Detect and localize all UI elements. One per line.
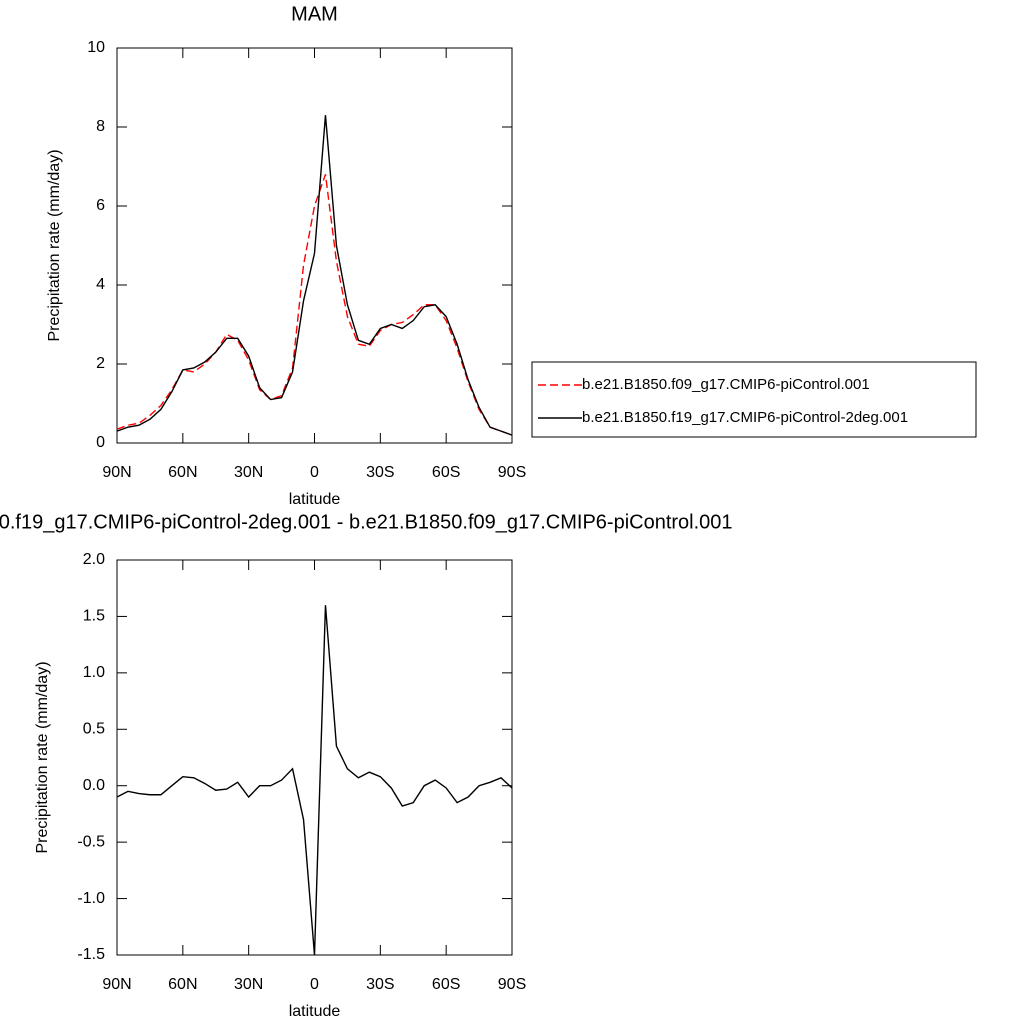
y-tick-label: 1.0 bbox=[83, 664, 105, 681]
y-tick-label: 6 bbox=[96, 197, 105, 214]
legend-label: b.e21.B1850.f09_g17.CMIP6-piControl.001 bbox=[582, 376, 870, 393]
legend-box bbox=[531, 361, 977, 438]
plot-frame bbox=[116, 559, 513, 956]
x-tick-label: 90S bbox=[498, 976, 526, 993]
y-axis-label: Precipitation rate (mm/day) bbox=[34, 661, 51, 853]
x-tick-label: 30N bbox=[234, 976, 263, 993]
data-line bbox=[116, 115, 513, 436]
x-tick-label: 30N bbox=[234, 464, 263, 481]
y-tick-label: 10 bbox=[87, 39, 105, 56]
y-tick-label: 0.0 bbox=[83, 777, 105, 794]
chart-title: b.e21.B1850.f19_g17.CMIP6-piControl-2deg… bbox=[0, 511, 733, 533]
y-tick-label: -1.0 bbox=[77, 890, 105, 907]
x-tick-label: 90N bbox=[102, 976, 131, 993]
y-tick-label: 2 bbox=[96, 355, 105, 372]
y-tick-label: 0.5 bbox=[83, 721, 105, 738]
y-tick-label: 0 bbox=[96, 434, 105, 451]
y-tick-label: 4 bbox=[96, 276, 105, 293]
x-tick-label: 0 bbox=[310, 976, 319, 993]
legend-label: b.e21.B1850.f19_g17.CMIP6-piControl-2deg… bbox=[582, 409, 908, 426]
x-tick-label: 60S bbox=[432, 464, 460, 481]
y-tick-label: -0.5 bbox=[77, 833, 105, 850]
x-tick-label: 60S bbox=[432, 976, 460, 993]
x-tick-label: 60N bbox=[168, 464, 197, 481]
y-axis-label: Precipitation rate (mm/day) bbox=[46, 149, 63, 341]
x-axis-label: latitude bbox=[289, 1003, 341, 1020]
x-tick-label: 30S bbox=[366, 976, 394, 993]
data-line bbox=[116, 605, 513, 956]
data-line bbox=[116, 174, 513, 436]
chart-title: MAM bbox=[291, 3, 338, 25]
x-tick-label: 60N bbox=[168, 976, 197, 993]
x-axis-label: latitude bbox=[289, 491, 341, 508]
y-tick-label: 2.0 bbox=[83, 551, 105, 568]
x-tick-label: 30S bbox=[366, 464, 394, 481]
x-tick-label: 0 bbox=[310, 464, 319, 481]
y-tick-label: 8 bbox=[96, 118, 105, 135]
x-tick-label: 90S bbox=[498, 464, 526, 481]
y-tick-label: 1.5 bbox=[83, 608, 105, 625]
x-tick-label: 90N bbox=[102, 464, 131, 481]
y-tick-label: -1.5 bbox=[77, 946, 105, 963]
